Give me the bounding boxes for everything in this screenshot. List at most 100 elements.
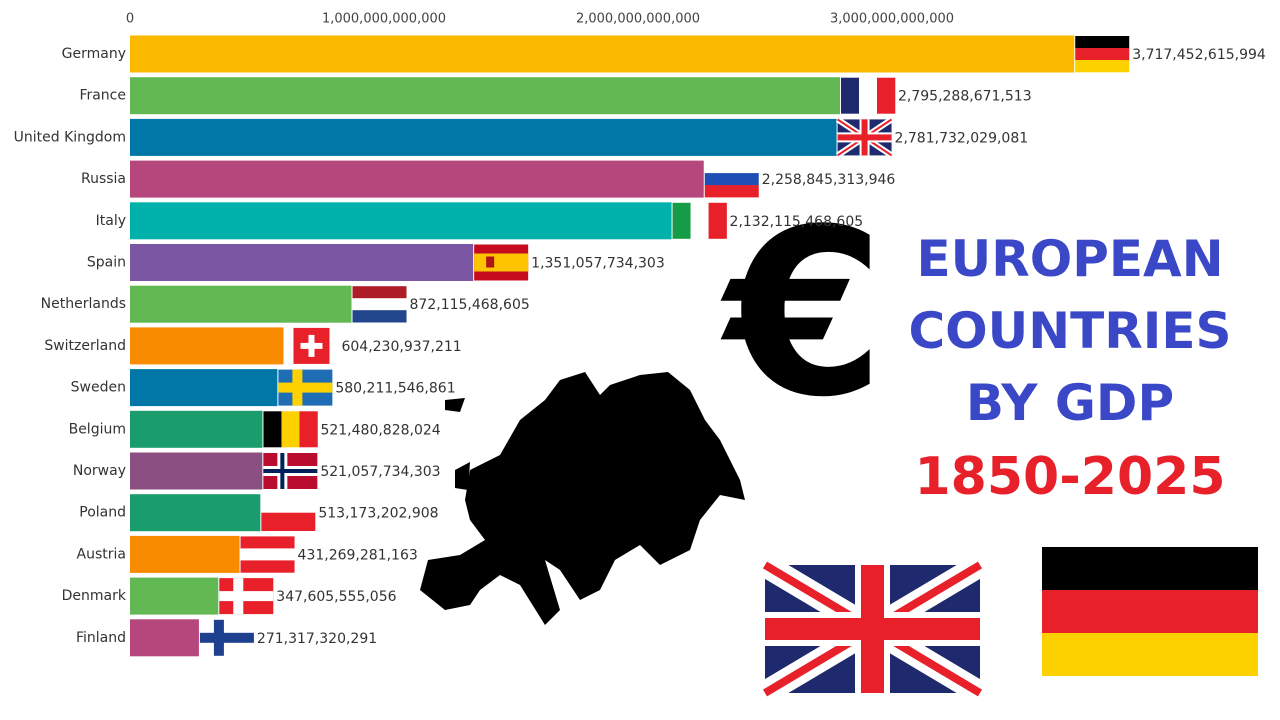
flag-part (281, 411, 300, 448)
flag-part (263, 469, 318, 473)
bar (130, 494, 261, 532)
x-tick-label: 2,000,000,000,000 (576, 12, 700, 27)
flag-part (704, 161, 759, 174)
value-label: 2,781,732,029,081 (895, 130, 1029, 146)
flag (704, 161, 759, 198)
flag-part (672, 202, 691, 239)
flag-part (1075, 36, 1130, 49)
y-tick-label: Spain (87, 255, 126, 271)
y-tick-label: Poland (79, 505, 126, 521)
bar (130, 244, 474, 281)
y-tick-label: Belgium (69, 421, 126, 437)
flag (1075, 36, 1130, 73)
flag (352, 286, 407, 323)
value-label: 604,230,937,211 (341, 339, 461, 355)
value-label: 3,717,452,615,994 (1132, 47, 1266, 63)
bar (130, 285, 352, 323)
value-label: 521,057,734,303 (320, 464, 440, 480)
flag-part (352, 310, 407, 323)
uk-flag-large (758, 554, 987, 704)
flag-part (278, 382, 333, 393)
y-tick-label: Italy (96, 213, 126, 229)
flag-part (300, 342, 323, 349)
flag-part (240, 548, 295, 561)
europe-map (420, 372, 745, 625)
x-tick-label: 1,000,000,000,000 (322, 12, 446, 27)
flag-part (1075, 60, 1130, 73)
flag (263, 453, 318, 489)
y-tick-label: Austria (77, 546, 126, 562)
flag-part (474, 253, 529, 272)
flag-part (352, 298, 407, 311)
flag-part (690, 202, 709, 239)
y-tick-label: France (79, 88, 126, 104)
y-tick-label: Germany (62, 46, 126, 62)
flag-part (219, 591, 274, 602)
flag-part (240, 536, 295, 549)
flag-part (352, 286, 407, 299)
value-label: 872,115,468,605 (410, 297, 530, 313)
flag-part (263, 411, 282, 448)
value-label: 2,258,845,313,946 (762, 172, 896, 188)
flag-part (861, 119, 868, 156)
flag (199, 619, 254, 656)
flag-part (240, 560, 295, 573)
value-label: 2,795,288,671,513 (898, 89, 1032, 105)
flag (240, 536, 295, 573)
bar (130, 410, 263, 448)
flag (263, 411, 318, 448)
bar (130, 202, 672, 240)
flag (672, 202, 727, 239)
flag-part (1075, 48, 1130, 61)
bar (130, 118, 837, 156)
value-label: 347,605,555,056 (276, 589, 396, 605)
flag-part (708, 202, 727, 239)
bar (130, 35, 1075, 73)
bar (130, 452, 263, 490)
value-label: 2,132,115,468,605 (730, 214, 864, 230)
value-label: 1,351,057,734,303 (531, 256, 665, 272)
y-tick-label: Sweden (71, 380, 126, 396)
flag (474, 244, 529, 281)
flag-part (859, 77, 878, 114)
flag (841, 77, 896, 114)
y-tick-label: Norway (73, 463, 126, 479)
chart-subtitle: 1850-2025 (914, 447, 1225, 507)
x-tick-label: 0 (126, 12, 134, 27)
value-label: 271,317,320,291 (257, 631, 377, 647)
bar (130, 619, 199, 657)
y-tick-label: United Kingdom (14, 129, 126, 145)
flag-part (841, 77, 860, 114)
y-tick-label: Finland (76, 630, 126, 646)
value-label: 513,173,202,908 (318, 506, 438, 522)
flag-part (261, 494, 316, 513)
bar (130, 535, 240, 573)
flag-part (704, 173, 759, 186)
bar (130, 160, 704, 198)
y-tick-label: Netherlands (41, 296, 126, 312)
flag (293, 327, 330, 364)
x-tick-label: 3,000,000,000,000 (830, 12, 954, 27)
y-tick-label: Denmark (62, 588, 127, 604)
value-label: 431,269,281,163 (298, 547, 418, 563)
euro-symbol: € (720, 181, 885, 448)
flag-part (199, 632, 254, 643)
value-label: 580,211,546,861 (335, 381, 455, 397)
flag (261, 494, 316, 531)
flag-part (877, 77, 896, 114)
chart-title: EUROPEAN COUNTRIES BY GDP (908, 230, 1231, 432)
y-tick-label: Russia (81, 171, 126, 187)
germany-flag-large (1042, 547, 1258, 676)
bar (130, 577, 219, 615)
flag-part (261, 512, 316, 531)
bar (130, 77, 841, 115)
value-label: 521,480,828,024 (320, 422, 440, 438)
y-tick-label: Switzerland (44, 338, 126, 354)
flag-part (704, 185, 759, 198)
flag (278, 369, 333, 406)
bar (130, 327, 284, 365)
bar (130, 369, 278, 407)
flag (219, 578, 274, 615)
flag-part (299, 411, 318, 448)
